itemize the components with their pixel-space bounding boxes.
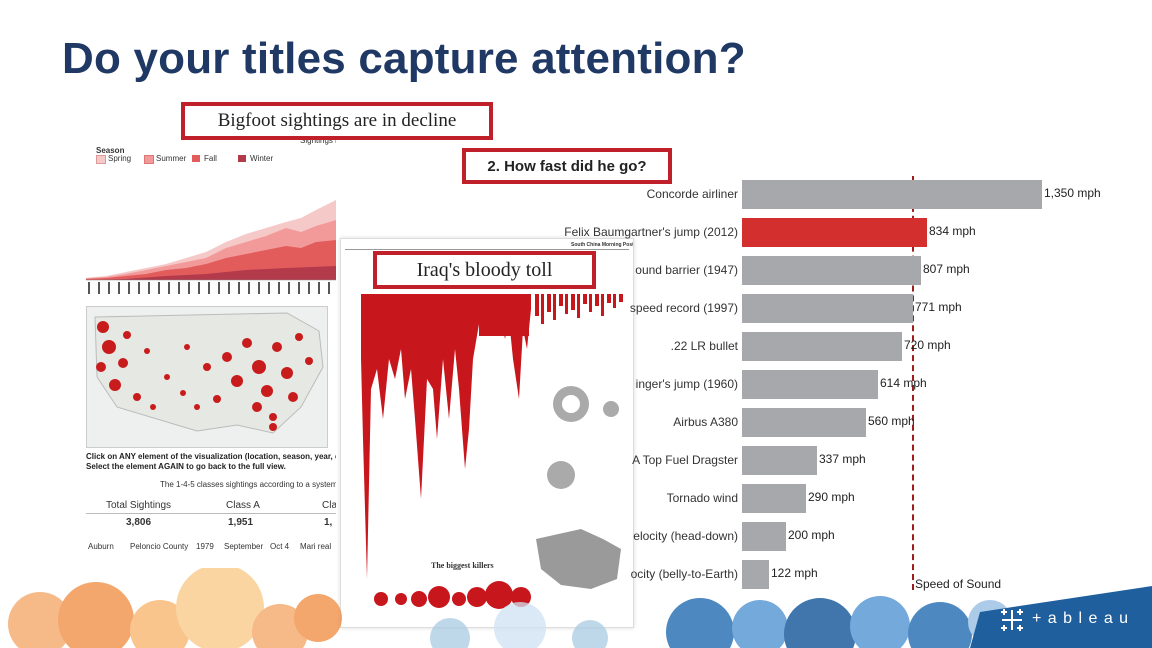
bar-label-5: inger's jump (1960)	[635, 377, 738, 391]
reference-line	[912, 176, 914, 590]
iraq-masthead: South China Morning Post	[571, 242, 634, 248]
stat-header-class-a: Class A	[226, 500, 260, 511]
instructions-line-1: Click on ANY element of the visualizatio…	[86, 452, 336, 461]
bar-label-2: ound barrier (1947)	[635, 263, 738, 277]
tableau-logo: + a b l e a u	[998, 604, 1148, 634]
bar-3	[742, 294, 913, 323]
stat-header-total: Total Sightings	[106, 500, 172, 511]
iraq-headline: Iraq's bloody toll	[416, 258, 553, 281]
stat-value-total: 3,806	[126, 517, 152, 528]
casualty-drip-chart	[361, 294, 623, 609]
bar-label-7: A Top Fuel Dragster	[632, 453, 738, 467]
bar-10	[742, 560, 769, 589]
bigfoot-headline: Bigfoot sightings are in decline	[217, 110, 457, 131]
chart-subtitle: Sightings by Year	[300, 136, 336, 145]
bar-value-7: 337 mph	[819, 452, 866, 466]
detail-county: Auburn	[88, 542, 114, 551]
bar-value-3: 771 mph	[915, 300, 962, 314]
bar-label-4: .22 LR bullet	[670, 339, 738, 353]
map-points	[94, 312, 324, 434]
speed-bar-chart: Speed of Sound Concorde airliner 1,350 mp…	[560, 176, 1152, 596]
class-note: The 1-4-5 classes sightings according to…	[160, 480, 336, 489]
iraq-poster-thumbnail: South China Morning Post The biggest kil…	[340, 238, 634, 628]
bar-label-3: speed record (1997)	[629, 301, 738, 315]
masthead-rule	[345, 249, 629, 250]
year-axis-ticks	[88, 282, 330, 294]
bar-value-4: 720 mph	[904, 338, 951, 352]
legend-swatch-fall	[192, 155, 200, 162]
stat-divider	[86, 513, 336, 514]
tableau-wordmark: + a b l e a u	[1032, 610, 1130, 627]
bigfoot-headline-box: Bigfoot sightings are in decline	[181, 102, 493, 140]
detail-date: Oct 4	[270, 542, 290, 551]
instructions-line-2: Select the element AGAIN to go back to t…	[86, 462, 286, 471]
iraq-headline-box: Iraq's bloody toll	[373, 251, 596, 289]
bar-value-1: 834 mph	[929, 224, 976, 238]
legend-label-spring: Spring	[108, 154, 132, 163]
bar-6	[742, 408, 866, 437]
detail-year: 1979	[196, 542, 214, 551]
stat-header-class-b: Cla	[322, 500, 336, 511]
bar-value-9: 200 mph	[788, 528, 835, 542]
biggest-killers-label: The biggest killers	[431, 561, 494, 570]
bar-value-5: 614 mph	[880, 376, 927, 390]
legend-swatch-winter	[238, 155, 246, 162]
bar-label-10: ocity (belly-to-Earth)	[630, 567, 738, 581]
bar-0	[742, 180, 1042, 209]
detail-footer-row: Auburn Peloncio County 1979 September Oc…	[86, 542, 336, 552]
bar-5	[742, 370, 878, 399]
detail-month: September	[224, 542, 264, 551]
speed-chart-headline: 2. How fast did he go?	[487, 157, 647, 175]
bar-value-0: 1,350 mph	[1044, 186, 1101, 200]
bar-label-8: Tornado wind	[666, 491, 738, 505]
bar-label-0: Concorde airliner	[646, 187, 738, 201]
bar-value-6: 560 mph	[868, 414, 915, 428]
legend-label-fall: Fall	[204, 154, 217, 163]
legend-label-winter: Winter	[250, 154, 274, 163]
area-winter	[86, 266, 336, 280]
bar-label-6: Airbus A380	[673, 415, 738, 429]
legend-label-summer: Summer	[156, 154, 187, 163]
bar-8	[742, 484, 806, 513]
decorative-bubble-band	[8, 568, 1152, 648]
bar-4	[742, 332, 902, 361]
bar-label-1: Felix Baumgartner's jump (2012)	[564, 225, 738, 239]
bar-label-9: elocity (head-down)	[633, 529, 738, 543]
speed-chart-headline-box: 2. How fast did he go?	[462, 148, 672, 184]
detail-county-2: Peloncio County	[130, 542, 189, 551]
season-legend: Spring Summer Fall Winter	[96, 154, 336, 164]
bar-9	[742, 522, 786, 551]
tableau-cross-icon	[1001, 609, 1023, 631]
bar-2	[742, 256, 921, 285]
bar-1	[742, 218, 927, 247]
stat-value-class-a: 1,951	[228, 517, 254, 528]
stat-value-class-b: 1,	[324, 517, 333, 528]
legend-swatch-summer	[144, 155, 154, 164]
detail-place: Mari real	[300, 542, 332, 551]
bar-value-10: 122 mph	[771, 566, 818, 580]
sightings-map[interactable]	[86, 306, 328, 448]
bar-value-2: 807 mph	[923, 262, 970, 276]
bar-value-8: 290 mph	[808, 490, 855, 504]
bigfoot-dashboard-thumbnail: Season Spring Summer Fall Winter Sightin…	[86, 130, 336, 555]
slide-title: Do your titles capture attention?	[62, 34, 746, 83]
sightings-area-chart	[86, 200, 336, 294]
legend-title: Season	[96, 146, 125, 155]
legend-swatch-spring	[96, 155, 106, 164]
reference-label: Speed of Sound	[915, 577, 1002, 591]
bar-7	[742, 446, 817, 475]
